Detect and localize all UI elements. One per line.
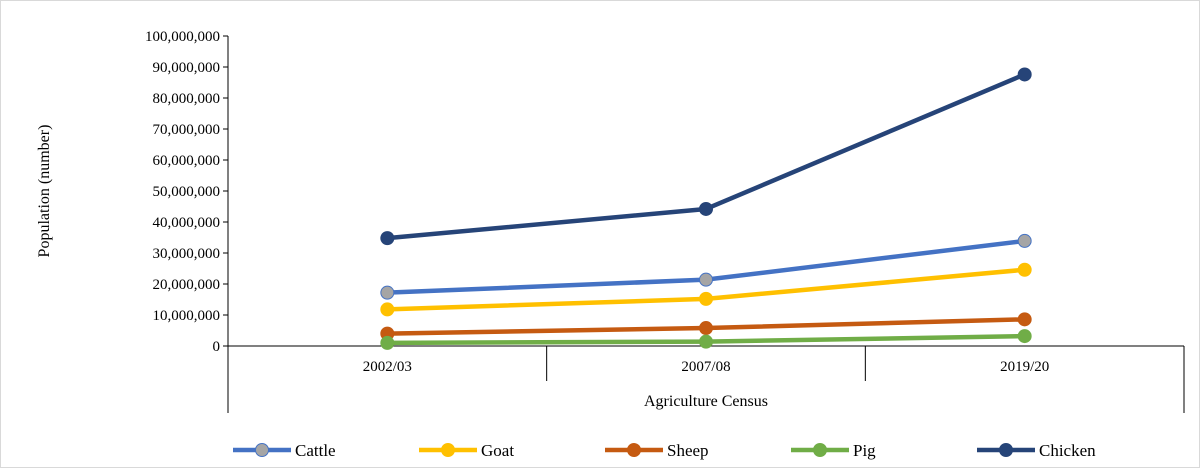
data-point-goat xyxy=(699,291,713,306)
y-tick-label: 100,000,000 xyxy=(145,29,220,45)
y-tick-label: 20,000,000 xyxy=(153,277,221,293)
x-tick-label: 2019/20 xyxy=(1000,359,1049,375)
y-tick-label: 90,000,000 xyxy=(153,60,221,76)
legend-marker-pig xyxy=(813,443,827,457)
legend-label-sheep: Sheep xyxy=(667,441,709,460)
data-point-chicken xyxy=(699,201,713,216)
data-point-cattle xyxy=(699,272,713,287)
data-point-chicken xyxy=(1017,67,1032,82)
data-point-goat xyxy=(1017,262,1032,277)
y-tick-label: 70,000,000 xyxy=(153,122,221,138)
y-tick-label: 10,000,000 xyxy=(153,308,221,324)
legend-marker-sheep xyxy=(627,443,641,457)
y-tick-label: 60,000,000 xyxy=(153,153,221,169)
legend: Cattle Goat Sheep Pig Chicken xyxy=(233,441,1096,460)
data-point-goat xyxy=(380,302,395,317)
legend-label-pig: Pig xyxy=(853,441,876,460)
plot-area: 0 10,000,000 20,000,000 30,000,000 40,000,00… xyxy=(145,29,1185,413)
y-axis-title: Population (number) xyxy=(36,125,53,258)
data-point-pig xyxy=(699,334,713,349)
data-point-pig xyxy=(380,335,395,350)
legend-marker-goat xyxy=(441,443,455,457)
y-tick-label: 50,000,000 xyxy=(153,184,221,200)
data-point-cattle xyxy=(380,285,395,300)
y-tick-label: 30,000,000 xyxy=(153,246,221,262)
y-tick-label: 0 xyxy=(213,339,221,355)
data-point-cattle xyxy=(1017,233,1032,248)
y-tick-label: 40,000,000 xyxy=(153,215,221,231)
data-point-pig xyxy=(1017,329,1032,344)
x-tick-label: 2007/08 xyxy=(681,359,730,375)
x-axis-title: Agriculture Census xyxy=(644,393,768,410)
legend-label-cattle: Cattle xyxy=(295,441,336,460)
data-point-chicken xyxy=(380,231,395,246)
legend-marker-chicken xyxy=(999,443,1013,457)
legend-marker-cattle xyxy=(255,443,269,457)
legend-label-chicken: Chicken xyxy=(1039,441,1096,460)
data-point-sheep xyxy=(1017,312,1032,327)
legend-label-goat: Goat xyxy=(481,441,514,460)
y-tick-label: 80,000,000 xyxy=(153,91,221,107)
data-point-sheep xyxy=(699,321,713,336)
x-tick-label: 2002/03 xyxy=(363,359,412,375)
